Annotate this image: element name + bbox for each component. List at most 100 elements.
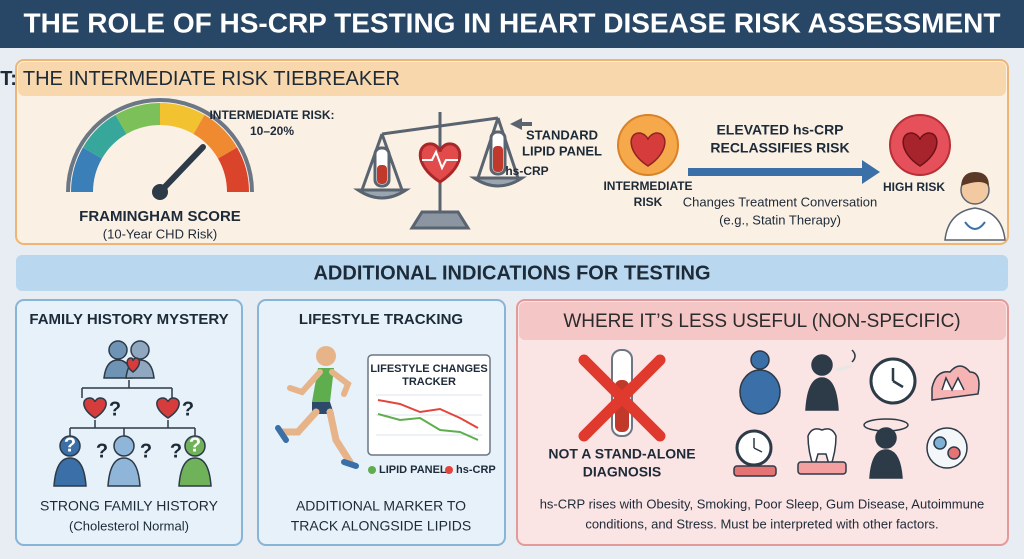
no-diagnosis-icon (578, 349, 666, 442)
gauge-name: FRAMINGHAM SCORE (79, 208, 241, 225)
lipid-label: STANDARD (526, 127, 598, 142)
icon-part (156, 397, 180, 419)
gauge-subtitle: (10-Year CHD Risk) (103, 226, 217, 241)
less-useful-caption: conditions, and Stress. Must be interpre… (585, 516, 938, 531)
icon-part (178, 457, 212, 487)
family-title: FAMILY HISTORY MYSTERY (29, 311, 228, 328)
icon-part (964, 221, 986, 230)
icon-part (381, 116, 499, 136)
icon-part (380, 133, 404, 191)
risk-label: INTERMEDIATE RISK: (209, 108, 334, 122)
icon-part (510, 118, 532, 130)
icon-part (750, 350, 770, 370)
icon-part (835, 364, 853, 372)
doctor (944, 172, 1006, 241)
factor-icons (733, 349, 980, 479)
family-caption: STRONG FAMILY HISTORY (40, 498, 219, 514)
icon-part (287, 369, 323, 396)
icon-part (184, 435, 206, 457)
gauge-seg (159, 103, 205, 135)
gauge-seg (217, 147, 249, 193)
icon-part (126, 357, 141, 373)
lifestyle-caption: TRACK ALONGSIDE LIPIDS (291, 518, 472, 534)
gauge-needle (157, 144, 206, 195)
icon-part (59, 435, 81, 457)
heart (630, 132, 666, 167)
page-title: THE ROLE OF HS-CRP TESTING IN HEART DISE… (24, 7, 1001, 38)
less-useful-title: WHERE IT’S LESS USEFUL (NON-SPECIFIC) (563, 311, 960, 332)
icon-part (377, 413, 479, 441)
icon-part (69, 420, 196, 438)
legend-dot (368, 466, 376, 474)
heading-rest: THE INTERMEDIATE RISK TIEBREAKER (23, 68, 400, 90)
icon-part (275, 425, 359, 469)
heading-bold: PRIMARY BENEFIT: (0, 68, 17, 90)
icon-part (113, 435, 135, 457)
icon-part (941, 376, 965, 392)
gauge-hub (152, 184, 168, 200)
title-bar (0, 0, 1024, 48)
lifestyle-caption: ADDITIONAL MARKER TO (296, 498, 466, 514)
note: (e.g., Statin Therapy) (719, 212, 841, 227)
icon-part (377, 165, 387, 184)
icon-part (469, 176, 527, 188)
icon-part (107, 457, 141, 487)
legend-dot (445, 466, 453, 474)
icon-part (863, 418, 909, 432)
primary-heading: PRIMARY BENEFIT: THE INTERMEDIATE RISK TI… (0, 68, 400, 90)
question-mark: ? (140, 440, 152, 462)
icon-part (53, 457, 87, 487)
gauge (66, 98, 254, 200)
icon-part (422, 149, 458, 171)
icon-part (961, 172, 989, 186)
icon-part (797, 461, 847, 475)
icon-part (875, 427, 897, 449)
icon-part (933, 436, 947, 450)
lifestyle-title: LIFESTYLE TRACKING (299, 311, 463, 328)
icon-part (578, 354, 666, 442)
from-label: INTERMEDIATE (603, 179, 692, 193)
icon-part (947, 446, 961, 460)
family-caption: (Cholesterol Normal) (69, 518, 189, 533)
question-mark: ? (170, 440, 182, 462)
gauge-rim (66, 98, 254, 193)
icon-part (891, 368, 904, 389)
icon-part (807, 428, 837, 471)
tracker (367, 354, 491, 456)
icon-part (353, 188, 411, 200)
question-mark: ? (189, 434, 201, 456)
less-useful-caption: hs-CRP rises with Obesity, Smoking, Poor… (540, 496, 985, 511)
icon-part (360, 133, 384, 191)
icon-part (493, 146, 503, 172)
icon-part (496, 117, 520, 179)
tracker-title: LIFESTYLE CHANGES (370, 363, 487, 375)
legend-label: LIPID PANEL (379, 464, 447, 476)
tracker-lines (376, 394, 482, 441)
tracker-title: TRACKER (402, 376, 456, 388)
diagnosis-label: DIAGNOSIS (583, 464, 662, 480)
runner (275, 346, 359, 469)
icon-part (805, 377, 839, 411)
icon-part (316, 346, 336, 366)
icon-part (278, 408, 320, 436)
icon-part (851, 349, 856, 363)
icon-part (409, 210, 471, 230)
heart (902, 132, 938, 167)
icon-part (811, 354, 833, 376)
icon-part (83, 397, 107, 419)
note: Changes Treatment Conversation (683, 194, 877, 209)
crp-label: hs-CRP (505, 164, 548, 178)
less-useful-header (519, 302, 1006, 340)
icon-part (926, 427, 968, 469)
icon-part (329, 369, 352, 397)
primary-header (18, 62, 1006, 96)
icon-part (944, 207, 1006, 241)
icon-part (476, 117, 500, 179)
additional-banner (16, 255, 1008, 291)
reclassify-arrow (688, 160, 880, 184)
question-marks: ? ? ? ? ? ? ? (64, 398, 201, 462)
question-mark: ? (109, 398, 121, 420)
lipid-label: LIPID PANEL (522, 143, 602, 158)
balance-scale (353, 112, 532, 230)
